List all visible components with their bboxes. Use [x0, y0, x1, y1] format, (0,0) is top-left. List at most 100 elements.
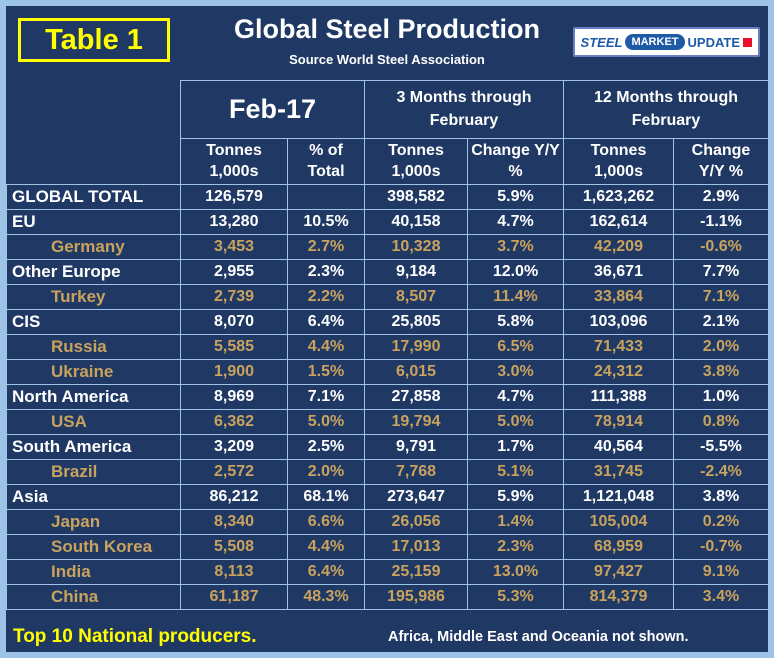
row-label: USA [6, 409, 181, 435]
cell-value: 13.0% [467, 559, 564, 585]
cell-value: 17,013 [364, 534, 468, 560]
cell-value: 814,379 [563, 584, 674, 610]
cell-value: 195,986 [364, 584, 468, 610]
table-row: India 8,113 6.4% 25,159 13.0% 97,427 9.1% [6, 559, 768, 585]
cell-value: 5.1% [467, 459, 564, 485]
row-label: South America [6, 434, 181, 460]
cell-value: 2,955 [180, 259, 288, 285]
cell-value: 68,959 [563, 534, 674, 560]
header: Table 1 Global Steel Production Source W… [6, 6, 768, 80]
cell-value: 86,212 [180, 484, 288, 510]
table-row: Japan 8,340 6.6% 26,056 1.4% 105,004 0.2% [6, 509, 768, 535]
cell-value: 105,004 [563, 509, 674, 535]
table-row: Ukraine 1,900 1.5% 6,015 3.0% 24,312 3.8% [6, 359, 768, 385]
cell-value: 24,312 [563, 359, 674, 385]
cell-value: 40,564 [563, 434, 674, 460]
cell-value: 4.4% [287, 534, 365, 560]
group-header-row: Feb-17 3 Months through February 12 Mont… [6, 80, 768, 185]
logo-update-text: UPDATE [687, 34, 740, 50]
logo-red-mark-icon [743, 37, 752, 47]
cell-value: 3.0% [467, 359, 564, 385]
table-row: Russia 5,585 4.4% 17,990 6.5% 71,433 2.0% [6, 334, 768, 360]
cell-value: 2.3% [467, 534, 564, 560]
table-label-box: Table 1 [18, 18, 170, 62]
table-row: GLOBAL TOTAL 126,579 398,582 5.9% 1,623,262 2… [6, 184, 768, 210]
cell-value: 1.5% [287, 359, 365, 385]
cell-value: 2.1% [673, 309, 768, 335]
row-label: Germany [6, 234, 181, 260]
cell-value: 8,340 [180, 509, 288, 535]
subheader-12m-tonnes: Tonnes 1,000s [563, 138, 674, 185]
cell-value: 61,187 [180, 584, 288, 610]
cell-value: 31,745 [563, 459, 674, 485]
table-row: CIS 8,070 6.4% 25,805 5.8% 103,096 2.1% [6, 309, 768, 335]
cell-value: 0.8% [673, 409, 768, 435]
cell-value: 4.7% [467, 209, 564, 235]
cell-value: -5.5% [673, 434, 768, 460]
footer: Top 10 National producers. Africa, Middl… [6, 622, 768, 652]
cell-value: 8,507 [364, 284, 468, 310]
cell-value: 5.0% [287, 409, 365, 435]
cell-value: 13,280 [180, 209, 288, 235]
subheader-3m-tonnes: Tonnes 1,000s [364, 138, 468, 185]
table-row: South America 3,209 2.5% 9,791 1.7% 40,564 -5.… [6, 434, 768, 460]
cell-value: 5,585 [180, 334, 288, 360]
cell-value: 8,969 [180, 384, 288, 410]
cell-value: 11.4% [467, 284, 564, 310]
sub-header-row: Tonnes 1,000s % of Total Tonnes 1,000s C… [7, 138, 768, 185]
cell-value: 17,990 [364, 334, 468, 360]
cell-value: 25,159 [364, 559, 468, 585]
cell-value: 27,858 [364, 384, 468, 410]
table-row: Asia 86,212 68.1% 273,647 5.9% 1,121,048 3.8% [6, 484, 768, 510]
cell-value [287, 184, 365, 210]
table-row: China 61,187 48.3% 195,986 5.3% 814,379 3.4% [6, 584, 768, 610]
cell-value: 68.1% [287, 484, 365, 510]
steel-market-update-logo: STEEL MARKET UPDATE [572, 27, 760, 57]
cell-value: -2.4% [673, 459, 768, 485]
cell-value: 7,768 [364, 459, 468, 485]
production-table: Feb-17 3 Months through February 12 Mont… [6, 80, 768, 610]
cell-value: 3.8% [673, 359, 768, 385]
cell-value: 12.0% [467, 259, 564, 285]
cell-value: 26,056 [364, 509, 468, 535]
title-block: Global Steel Production Source World Ste… [6, 14, 768, 67]
cell-value: 10.5% [287, 209, 365, 235]
row-label: Other Europe [6, 259, 181, 285]
row-label: EU [6, 209, 181, 235]
cell-value: 9,184 [364, 259, 468, 285]
cell-value: 5.8% [467, 309, 564, 335]
subheader-feb-tonnes: Tonnes 1,000s [180, 138, 288, 185]
cell-value: 9,791 [364, 434, 468, 460]
cell-value: 1.7% [467, 434, 564, 460]
page-title: Global Steel Production [233, 14, 541, 44]
cell-value: 2.5% [287, 434, 365, 460]
cell-value: 33,864 [563, 284, 674, 310]
cell-value: 2,572 [180, 459, 288, 485]
table-row: Turkey 2,739 2.2% 8,507 11.4% 33,864 7.1% [6, 284, 768, 310]
row-label: Ukraine [6, 359, 181, 385]
cell-value: -1.1% [673, 209, 768, 235]
cell-value: 25,805 [364, 309, 468, 335]
cell-value: 3,209 [180, 434, 288, 460]
subheader-12m-change: Change Y/Y % [673, 138, 768, 185]
table-row: Other Europe 2,955 2.3% 9,184 12.0% 36,671 7.7… [6, 259, 768, 285]
cell-value: 2,739 [180, 284, 288, 310]
cell-value: 7.1% [673, 284, 768, 310]
cell-value: 10,328 [364, 234, 468, 260]
cell-value: 8,070 [180, 309, 288, 335]
cell-value: 2.2% [287, 284, 365, 310]
column-group-3-months: 3 Months through February [364, 80, 564, 139]
table-row: Brazil 2,572 2.0% 7,768 5.1% 31,745 -2.4% [6, 459, 768, 485]
cell-value: 162,614 [563, 209, 674, 235]
cell-value: 42,209 [563, 234, 674, 260]
row-label: GLOBAL TOTAL [6, 184, 181, 210]
table-row: North America 8,969 7.1% 27,858 4.7% 111,388 1… [6, 384, 768, 410]
cell-value: 6.4% [287, 309, 365, 335]
cell-value: 8,113 [180, 559, 288, 585]
row-label: North America [6, 384, 181, 410]
logo-steel-text: STEEL [580, 34, 623, 50]
cell-value: 5.9% [467, 484, 564, 510]
cell-value: 103,096 [563, 309, 674, 335]
cell-value: -0.6% [673, 234, 768, 260]
